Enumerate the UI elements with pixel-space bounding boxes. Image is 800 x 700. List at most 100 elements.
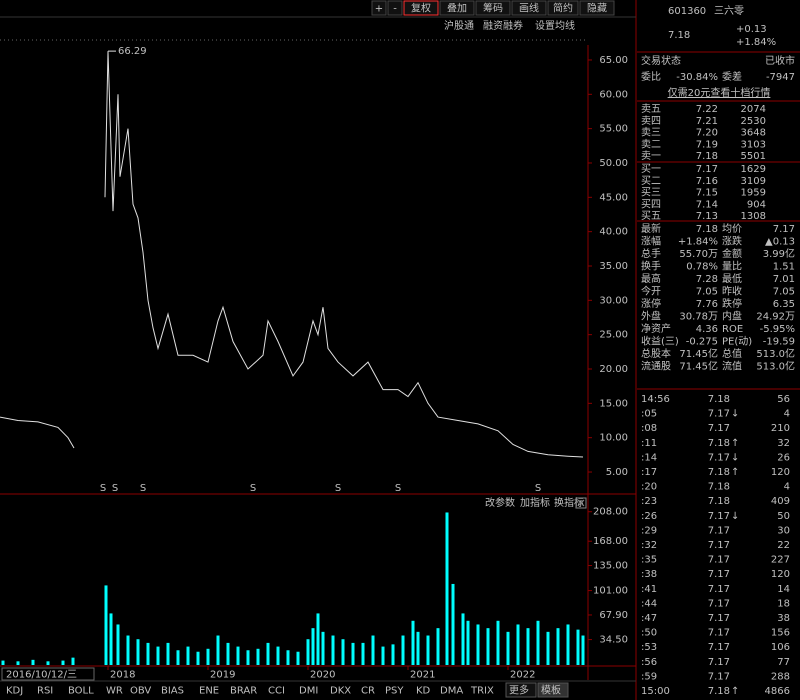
toolbar-button[interactable] xyxy=(439,0,475,16)
stat-value: 7.05 xyxy=(696,287,718,298)
stat-label: 涨停 xyxy=(641,297,661,310)
indicator-tab[interactable]: 模板 xyxy=(541,684,561,697)
stat-label: 涨幅 xyxy=(641,235,661,248)
volume-y-tick-label: 34.50 xyxy=(599,635,628,646)
indicator-tool[interactable]: 加指标 xyxy=(520,496,550,509)
volume-bar xyxy=(104,585,108,665)
volume-bar xyxy=(566,624,570,665)
indicator-tab[interactable]: PSY xyxy=(385,686,404,697)
tick-arrow: ↑ xyxy=(731,467,739,478)
toolbar-label[interactable]: 简约 xyxy=(553,2,573,15)
stat-value: ▲0.13 xyxy=(765,237,795,248)
toolbar-label[interactable]: 画线 xyxy=(519,2,539,15)
tick-time: :20 xyxy=(641,482,657,493)
indicator-tab[interactable]: BOLL xyxy=(68,686,94,697)
tick-price: 7.17 xyxy=(708,452,730,463)
toolbar-label[interactable]: 复权 xyxy=(411,2,431,15)
order-volume: 5501 xyxy=(741,151,766,162)
x-tick-label: 2019 xyxy=(210,670,235,681)
indicator-tab[interactable]: RSI xyxy=(37,686,53,697)
toolbar-button[interactable] xyxy=(579,0,615,16)
toolbar-label[interactable]: - xyxy=(393,4,397,15)
stat-label: PE(动) xyxy=(722,336,752,348)
order-volume: 3103 xyxy=(741,139,766,150)
order-level: 买四 xyxy=(641,198,661,210)
order-price: 7.13 xyxy=(696,211,718,222)
order-level: 卖二 xyxy=(641,138,661,150)
signal-marker: S xyxy=(250,483,256,494)
volume-bar xyxy=(486,628,490,665)
y-tick-label: 55.00 xyxy=(599,124,628,135)
indicator-tab[interactable]: 更多 xyxy=(509,684,529,697)
indicator-tab[interactable]: OBV xyxy=(130,686,151,697)
indicator-tab[interactable]: DKX xyxy=(330,686,351,697)
order-price: 7.21 xyxy=(696,116,718,127)
tick-time: :35 xyxy=(641,555,657,566)
tab-box[interactable] xyxy=(537,682,569,698)
volume-bar xyxy=(391,644,395,665)
stat-label: 均价 xyxy=(722,223,742,235)
tick-volume: 227 xyxy=(771,555,790,566)
volume-bar xyxy=(526,628,530,665)
toolbar-button[interactable] xyxy=(511,0,547,16)
stat-value: 55.70万 xyxy=(679,249,718,260)
indicator-tab[interactable]: WR xyxy=(106,686,123,697)
indicator-tab[interactable]: TRIX xyxy=(470,686,494,697)
close-button[interactable] xyxy=(575,497,587,509)
order-level: 买一 xyxy=(641,163,661,175)
toolbar-label[interactable]: 筹码 xyxy=(483,2,503,15)
toolbar-label[interactable]: 隐藏 xyxy=(587,3,607,15)
toolbar-label[interactable]: + xyxy=(375,4,383,15)
toolbar-button[interactable] xyxy=(547,0,579,16)
y-tick-label: 10.00 xyxy=(599,433,628,444)
stat-label: 金额 xyxy=(722,247,742,260)
indicator-tab[interactable]: ENE xyxy=(199,686,219,697)
promo-link[interactable]: 仅需20元查看十档行情 xyxy=(668,86,771,99)
indicator-tool[interactable]: 改参数 xyxy=(485,496,515,509)
indicator-tab[interactable]: BRAR xyxy=(230,686,257,697)
indicator-tab[interactable]: DMI xyxy=(299,686,318,697)
indicator-tab[interactable]: DMA xyxy=(440,686,463,697)
order-volume: 2530 xyxy=(741,116,766,127)
tab-box[interactable] xyxy=(505,682,537,698)
stat-value: -5.95% xyxy=(760,324,795,335)
volume-bar xyxy=(286,650,290,665)
tick-volume: 409 xyxy=(771,496,790,507)
volume-bar xyxy=(506,631,510,665)
sub-toolbar-label[interactable]: 设置均线 xyxy=(535,19,575,32)
indicator-tab[interactable]: KD xyxy=(416,686,431,697)
toolbar-label[interactable]: 叠加 xyxy=(447,3,467,15)
tick-time: :17 xyxy=(641,467,657,478)
order-volume: 1959 xyxy=(741,188,766,199)
tick-time: 14:56 xyxy=(641,394,670,405)
y-tick-label: 35.00 xyxy=(599,261,628,272)
tick-volume: 120 xyxy=(771,569,790,580)
stat-label: 昨收 xyxy=(722,285,742,298)
toolbar-button[interactable] xyxy=(387,0,403,16)
y-tick-label: 20.00 xyxy=(599,364,628,375)
volume-bar xyxy=(16,661,20,665)
sub-toolbar-label[interactable]: 融资融券 xyxy=(483,19,523,32)
indicator-tab[interactable]: BIAS xyxy=(161,686,184,697)
stat-label: 换手 xyxy=(641,260,661,273)
volume-bar xyxy=(461,613,465,665)
tick-volume: 26 xyxy=(777,452,790,463)
indicator-tab[interactable]: CR xyxy=(361,686,375,697)
tick-volume: 156 xyxy=(771,628,790,639)
sub-toolbar-label[interactable]: 沪股通 xyxy=(444,19,474,32)
order-price: 7.20 xyxy=(696,128,718,139)
tick-time: :11 xyxy=(641,438,657,449)
tick-price: 7.18 xyxy=(708,394,730,405)
tick-volume: 4 xyxy=(784,409,790,420)
toolbar-button[interactable] xyxy=(475,0,511,16)
y-tick-label: 45.00 xyxy=(599,192,628,203)
indicator-tab[interactable]: CCI xyxy=(268,686,285,697)
order-volume: 1629 xyxy=(741,164,766,175)
indicator-tab[interactable]: KDJ xyxy=(6,686,23,697)
toolbar-button[interactable] xyxy=(371,0,387,16)
toolbar-button[interactable] xyxy=(403,0,439,16)
stat-value: 1.51 xyxy=(773,262,795,273)
tick-price: 7.18 xyxy=(708,438,730,449)
tick-volume: 77 xyxy=(777,657,790,668)
tick-volume: 30 xyxy=(777,525,790,536)
